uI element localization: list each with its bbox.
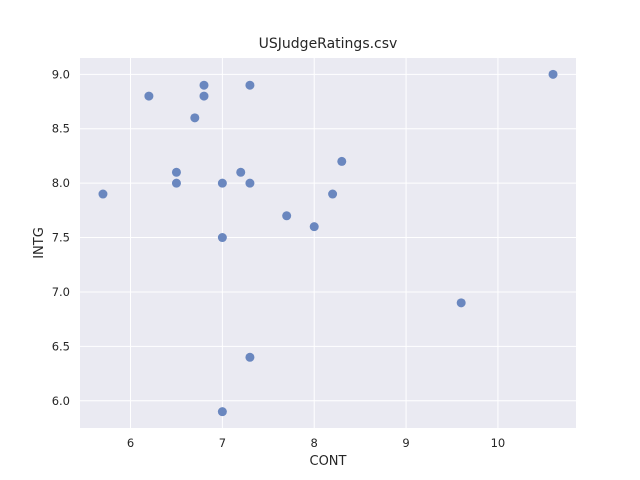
grid-lines <box>80 58 576 428</box>
y-tick-label: 7.5 <box>52 231 70 245</box>
x-tick-label: 7 <box>219 436 226 450</box>
data-point <box>328 189 338 199</box>
data-point <box>337 156 347 166</box>
data-point <box>199 91 209 101</box>
data-point <box>217 178 227 188</box>
data-point <box>245 80 255 90</box>
data-points <box>98 69 558 417</box>
y-tick-labels: 6.0 6.5 7.0 7.5 8.0 8.5 9.0 <box>52 67 70 407</box>
data-point <box>245 352 255 362</box>
data-point <box>282 211 292 221</box>
x-tick-label: 10 <box>491 436 506 450</box>
data-point <box>456 298 466 308</box>
plot-area <box>80 58 576 428</box>
data-point <box>217 407 227 417</box>
data-point <box>171 178 181 188</box>
data-point <box>236 167 246 177</box>
y-tick-label: 8.5 <box>52 122 70 136</box>
chart-title: USJudgeRatings.csv <box>259 36 398 52</box>
y-tick-label: 7.0 <box>52 285 70 299</box>
data-point <box>98 189 108 199</box>
x-tick-label: 8 <box>311 436 318 450</box>
y-axis-label: INTG <box>32 227 47 259</box>
data-point <box>245 178 255 188</box>
x-tick-label: 6 <box>127 436 134 450</box>
data-point <box>171 167 181 177</box>
y-tick-label: 9.0 <box>52 67 70 81</box>
data-point <box>548 69 558 79</box>
data-point <box>199 80 209 90</box>
data-point <box>309 222 319 232</box>
data-point <box>190 113 200 123</box>
data-point <box>144 91 154 101</box>
y-tick-label: 8.0 <box>52 176 70 190</box>
y-tick-label: 6.5 <box>52 339 70 353</box>
y-tick-label: 6.0 <box>52 394 70 408</box>
x-tick-labels: 6 7 8 9 10 <box>127 436 505 450</box>
data-point <box>217 233 227 243</box>
x-axis-label: CONT <box>310 454 347 469</box>
x-tick-label: 9 <box>402 436 409 450</box>
